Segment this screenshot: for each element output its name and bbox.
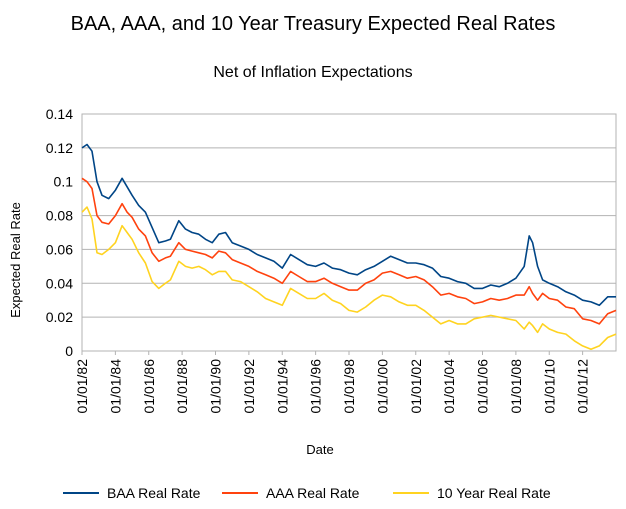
y-tick-label: 0.06 [46,241,73,257]
x-tick-label: 01/01/92 [241,359,257,414]
x-tick-label: 01/01/12 [575,359,591,414]
series-line-2 [81,177,617,325]
x-axis: 01/01/82 01/01/84 01/01/86 01/01/88 01/01/90… [74,351,591,414]
x-tick-label: 01/01/04 [441,359,457,414]
y-axis: 0 0.02 0.04 0.06 0.08 0.1 0.12 0.14 [46,106,73,359]
x-tick-label: 01/01/86 [141,359,157,414]
x-tick-label: 01/01/00 [374,359,390,414]
x-tick-label: 01/01/10 [541,359,557,414]
series-line-1 [81,143,616,307]
x-tick-label: 01/01/02 [408,359,424,414]
y-tick-label: 0.12 [46,140,73,156]
y-tick-label: 0.14 [46,106,73,122]
x-tick-label: 01/01/90 [208,359,224,414]
plot-area [81,113,617,352]
chart-title: BAA, AAA, and 10 Year Treasury Expected … [71,13,556,35]
grid-lines [82,113,616,352]
chart-subtitle: Net of Inflation Expectations [213,64,412,81]
x-axis-label: Date [306,442,333,457]
x-tick-label: 01/01/82 [74,359,90,414]
series-lines [81,143,617,351]
y-tick-label: 0.02 [46,309,73,325]
x-tick-label: 01/01/96 [308,359,324,414]
y-tick-label: 0.1 [54,174,74,190]
series-line-3 [81,206,617,351]
legend-label: 10 Year Real Rate [437,485,551,501]
x-tick-label: 01/01/88 [174,359,190,414]
y-tick-label: 0.08 [46,208,73,224]
y-axis-label: Expected Real Rate [8,202,23,318]
legend-label: BAA Real Rate [107,485,201,501]
y-tick-label: 0 [65,343,73,359]
x-tick-label: 01/01/06 [475,359,491,414]
x-tick-label: 01/01/94 [274,359,290,414]
x-tick-label: 01/01/98 [341,359,357,414]
legend: BAA Real Rate AAA Real Rate 10 Year Real R… [63,485,551,501]
x-tick-label: 01/01/08 [508,359,524,414]
legend-label: AAA Real Rate [266,485,360,501]
x-tick-label: 01/01/84 [107,359,123,414]
y-tick-label: 0.04 [46,275,73,291]
